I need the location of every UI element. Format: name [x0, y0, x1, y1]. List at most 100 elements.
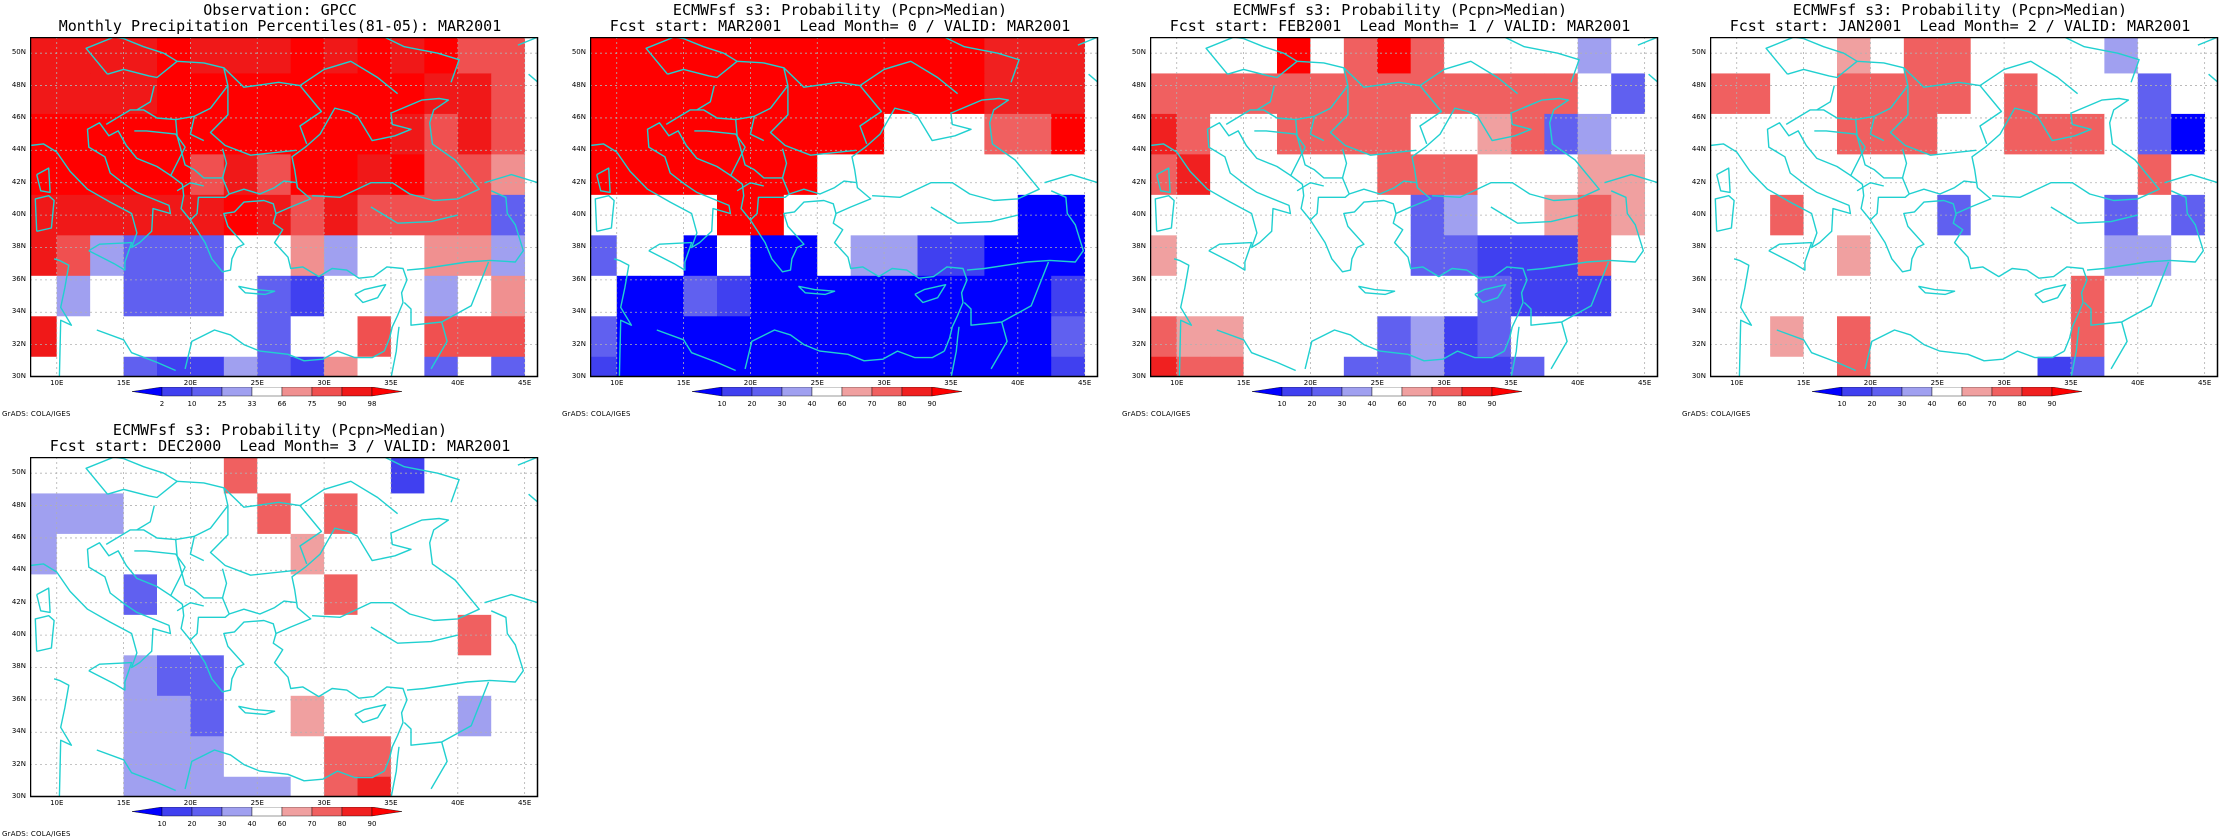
grid-cell — [2070, 154, 2105, 196]
coastline — [1657, 132, 1658, 134]
grid-cell — [290, 316, 325, 358]
grid-cell — [324, 275, 358, 317]
grid-cell — [1410, 316, 1445, 358]
colorbar-segment — [1811, 387, 1843, 397]
lat-tick-label: 34N — [11, 307, 26, 316]
grid-cell — [590, 356, 618, 377]
lat-tick-label: 46N — [11, 532, 26, 541]
grid-cell — [717, 37, 751, 74]
coastline — [1395, 97, 1600, 215]
lat-tick-label: 50N — [11, 468, 26, 477]
coastline — [275, 97, 480, 215]
grid-cell — [2037, 275, 2072, 317]
colorbar-segment — [1871, 387, 1903, 397]
colorbar-label: 60 — [278, 820, 287, 828]
colorbar-segment — [371, 387, 403, 397]
coastline — [1523, 261, 1610, 326]
grid-cell — [1343, 73, 1378, 115]
lon-tick-label: 30E — [877, 379, 891, 387]
grid-cell — [1343, 113, 1378, 155]
grid-cell — [357, 533, 392, 575]
lat-tick-label: 38N — [571, 242, 586, 251]
colorbar-segment — [1961, 387, 1993, 397]
grid-cell — [1017, 73, 1052, 115]
grid-cell — [390, 574, 425, 616]
colorbar-label: 98 — [368, 400, 377, 408]
colorbar-label: 90 — [338, 400, 347, 408]
colorbar-segment — [2051, 387, 2083, 397]
coastline — [1816, 85, 1835, 111]
grid-cell — [324, 113, 358, 155]
grid-cell — [1611, 113, 1646, 155]
grid-cell — [1277, 154, 1311, 196]
lon-tick-label: 10E — [1170, 379, 1184, 387]
coastline — [1348, 180, 1418, 195]
grid-cell — [1937, 73, 1972, 115]
grid-cell — [324, 316, 358, 358]
coastline — [53, 258, 73, 377]
grid-cell — [491, 316, 526, 358]
coastline — [85, 37, 178, 75]
grid-cell — [324, 736, 358, 778]
grid-cell — [1710, 356, 1738, 377]
grid-cell — [884, 73, 918, 115]
grid-cell — [424, 235, 459, 277]
grid-cell — [157, 695, 191, 737]
coastline — [914, 283, 947, 304]
colorbar-segment — [1491, 387, 1523, 397]
grid-cell — [2104, 154, 2139, 196]
grid-cell — [190, 37, 225, 74]
map-area — [30, 37, 538, 377]
grid-cell — [223, 695, 258, 737]
coastline — [96, 749, 176, 792]
coastline — [223, 487, 323, 565]
colorbar-segment — [251, 387, 283, 397]
grid-cell — [190, 736, 225, 778]
lat-tick-label: 34N — [1691, 307, 1706, 316]
grid-cell — [650, 316, 684, 358]
coastline — [781, 148, 788, 179]
grid-cell — [2137, 356, 2172, 377]
grid-cell — [1210, 37, 1244, 74]
grid-cell — [190, 574, 225, 616]
grid-cell — [157, 235, 191, 277]
grid-cell — [884, 316, 918, 358]
grid-cell — [1736, 113, 1771, 155]
coastline — [30, 542, 277, 693]
coastline — [1901, 148, 1908, 179]
grid-cell — [357, 736, 392, 778]
coastline — [656, 329, 736, 372]
grid-cell — [390, 776, 425, 797]
grid-cell — [1343, 356, 1378, 377]
coastline — [275, 517, 480, 635]
grid-cell — [390, 356, 425, 377]
grid-cell — [1770, 275, 1804, 317]
colorbar: 10 20 30 40 60 70 80 90 — [1251, 387, 1523, 408]
colorbar: 2 10 25 33 66 75 90 98 — [131, 387, 403, 408]
coastline — [53, 678, 73, 797]
colorbar-segment — [221, 387, 253, 397]
grid-cell — [2037, 316, 2072, 358]
grid-cell — [2171, 316, 2206, 358]
grid-cell — [817, 37, 852, 74]
grid-cell — [1970, 154, 2005, 196]
colorbar-label: 30 — [218, 820, 227, 828]
coastline — [1733, 258, 1753, 377]
grid-cell — [1176, 37, 1211, 74]
grid-cell — [457, 235, 492, 277]
grid-cell — [817, 316, 852, 358]
grid-cell — [783, 73, 818, 115]
grid-cell — [1150, 73, 1178, 115]
colorbar-segment — [221, 807, 253, 817]
grid-cell — [1310, 113, 1345, 155]
grid-cell — [157, 356, 191, 377]
grid-cell — [324, 356, 358, 377]
grid-cell — [616, 356, 651, 377]
grid-cell — [1837, 154, 1871, 196]
map-area — [1150, 37, 1658, 377]
grid-cell — [457, 316, 492, 358]
colorbar-label: 25 — [218, 400, 227, 408]
lat-tick-label: 50N — [1691, 48, 1706, 57]
grid-cell — [1310, 235, 1345, 277]
grid-cell — [223, 235, 258, 277]
